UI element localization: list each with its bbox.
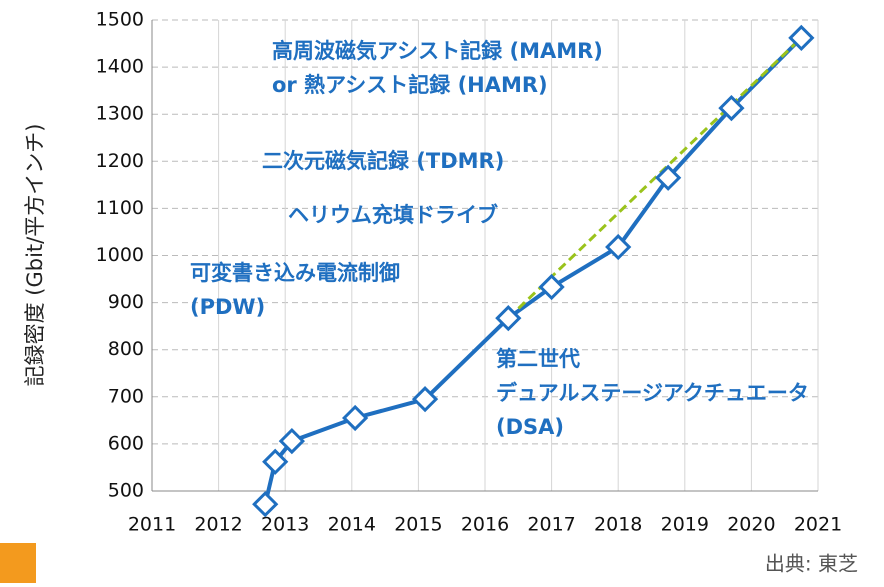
x-tick-label: 2016	[461, 514, 509, 536]
marker	[788, 24, 815, 52]
y-axis-label: 記録密度 (Gbit/平方インチ)	[23, 124, 47, 387]
x-tick-label: 2011	[128, 514, 176, 536]
orange-block	[0, 543, 36, 583]
x-tick-label: 2012	[194, 514, 242, 536]
x-tick-label: 2020	[727, 514, 775, 536]
y-tick-label: 700	[108, 385, 144, 407]
x-tick-label: 2018	[594, 514, 642, 536]
series-line	[507, 36, 803, 320]
source: 出典: 東芝	[765, 552, 858, 576]
x-tick-label: 2014	[328, 514, 376, 536]
marker	[252, 491, 279, 518]
y-tick-label: 1500	[96, 9, 144, 31]
y-tick-label: 1000	[96, 244, 144, 266]
marker	[538, 273, 565, 301]
marker	[605, 233, 632, 261]
annotation: 可変書き込み電流制御	[190, 261, 400, 285]
marker	[495, 305, 522, 332]
x-tick-label: 2021	[794, 514, 842, 536]
marker	[262, 448, 289, 475]
annotation: 第二世代	[496, 347, 580, 371]
marker	[411, 386, 439, 413]
annotation: or 熱アシスト記録 (HAMR)	[272, 73, 548, 97]
y-tick-label: 1400	[96, 56, 144, 78]
marker	[342, 404, 369, 432]
annotation: デュアルステージアクチュエータ	[496, 381, 809, 405]
x-tick-label: 2015	[394, 514, 442, 536]
y-tick-label: 600	[108, 432, 144, 454]
y-tick-label: 1200	[96, 150, 144, 172]
annotation: ヘリウム充填ドライブ	[288, 203, 498, 227]
marker	[655, 164, 682, 191]
y-tick-label: 1300	[96, 103, 144, 125]
annotation: (PDW)	[190, 295, 265, 319]
x-tick-label: 2017	[527, 514, 575, 536]
annotation: 二次元磁気記録 (TDMR)	[262, 149, 504, 173]
marker	[718, 94, 745, 122]
marker	[278, 427, 305, 455]
annotation: 高周波磁気アシスト記録 (MAMR)	[272, 39, 603, 63]
y-tick-label: 800	[108, 338, 144, 360]
x-tick-label: 2019	[661, 514, 709, 536]
x-tick-label: 2013	[261, 514, 309, 536]
y-tick-label: 1100	[96, 197, 144, 219]
y-tick-label: 900	[108, 291, 144, 313]
annotation: (DSA)	[496, 415, 564, 439]
y-tick-label: 500	[108, 480, 144, 502]
